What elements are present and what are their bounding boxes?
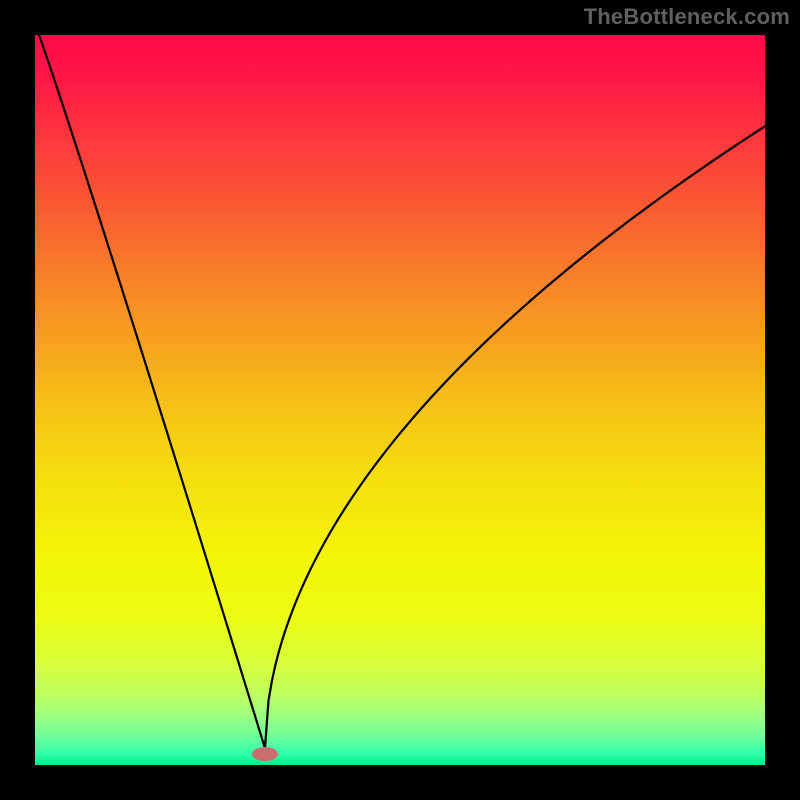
bottleneck-chart: [0, 0, 800, 800]
minimum-marker: [252, 747, 278, 761]
plot-background: [35, 35, 765, 765]
chart-container: TheBottleneck.com: [0, 0, 800, 800]
watermark-text: TheBottleneck.com: [584, 4, 790, 30]
